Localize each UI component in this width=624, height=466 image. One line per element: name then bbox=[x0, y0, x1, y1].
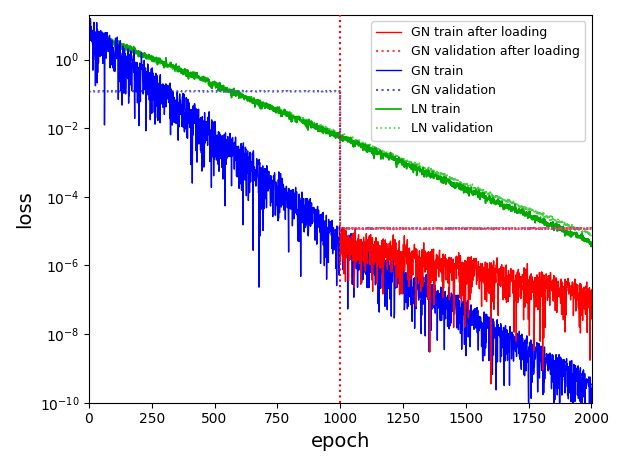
LN train bbox=[330, 128, 338, 134]
GN train bbox=[316, 212, 324, 218]
Line: GN validation: GN validation bbox=[89, 91, 592, 229]
GN train after loading bbox=[588, 287, 595, 293]
GN train after loading bbox=[447, 264, 455, 269]
Line: LN validation: LN validation bbox=[89, 33, 592, 236]
GN train after loading bbox=[336, 256, 344, 262]
GN train bbox=[573, 392, 581, 398]
GN train after loading bbox=[510, 275, 517, 281]
GN validation after loading bbox=[509, 226, 517, 232]
LN train bbox=[573, 235, 581, 240]
GN validation bbox=[588, 226, 595, 232]
GN validation bbox=[111, 88, 119, 94]
LN train bbox=[588, 240, 595, 245]
GN validation after loading bbox=[588, 226, 595, 231]
GN train bbox=[111, 69, 119, 74]
GN train bbox=[588, 386, 595, 391]
GN validation after loading bbox=[362, 226, 369, 232]
GN validation bbox=[573, 226, 581, 232]
GN train after loading bbox=[487, 381, 495, 387]
GN train bbox=[330, 247, 338, 252]
LN validation bbox=[573, 225, 581, 231]
GN validation bbox=[85, 89, 92, 94]
GN validation bbox=[316, 89, 324, 94]
LN train bbox=[587, 244, 595, 249]
GN validation bbox=[481, 226, 489, 232]
LN validation bbox=[316, 123, 324, 129]
GN train after loading bbox=[339, 225, 346, 231]
GN train bbox=[86, 16, 94, 21]
LN validation bbox=[330, 127, 338, 133]
GN train bbox=[569, 449, 577, 455]
GN validation after loading bbox=[533, 226, 540, 231]
Line: LN train: LN train bbox=[89, 30, 592, 247]
GN validation after loading bbox=[438, 226, 446, 231]
LN validation bbox=[481, 188, 489, 193]
LN train bbox=[111, 44, 119, 49]
LN validation bbox=[111, 42, 119, 48]
GN validation after loading bbox=[537, 225, 545, 231]
LN train bbox=[481, 195, 489, 200]
GN train after loading bbox=[438, 257, 446, 263]
Line: GN train: GN train bbox=[89, 19, 592, 452]
GN validation after loading bbox=[447, 226, 455, 232]
GN validation bbox=[330, 89, 338, 94]
GN train bbox=[85, 22, 92, 28]
GN train bbox=[573, 371, 581, 377]
LN train bbox=[573, 233, 581, 239]
GN train after loading bbox=[533, 282, 540, 288]
Line: GN validation after loading: GN validation after loading bbox=[340, 227, 592, 230]
Y-axis label: loss: loss bbox=[15, 190, 34, 228]
LN train bbox=[85, 27, 93, 33]
Legend: GN train after loading, GN validation after loading, GN train, GN validation, LN: GN train after loading, GN validation af… bbox=[371, 21, 585, 141]
GN train bbox=[481, 313, 489, 318]
GN train after loading bbox=[537, 274, 545, 280]
GN train after loading bbox=[363, 236, 370, 241]
LN train bbox=[85, 28, 92, 34]
LN validation bbox=[573, 226, 581, 231]
GN validation bbox=[216, 88, 223, 94]
Line: GN train after loading: GN train after loading bbox=[340, 228, 592, 384]
GN validation bbox=[446, 226, 454, 232]
GN validation bbox=[573, 225, 581, 231]
LN train bbox=[316, 124, 324, 130]
X-axis label: epoch: epoch bbox=[311, 432, 370, 451]
LN validation bbox=[86, 30, 94, 35]
GN validation after loading bbox=[336, 226, 344, 232]
GN validation after loading bbox=[563, 227, 571, 233]
LN validation bbox=[85, 33, 92, 38]
LN validation bbox=[588, 233, 595, 239]
GN validation after loading bbox=[495, 225, 502, 230]
